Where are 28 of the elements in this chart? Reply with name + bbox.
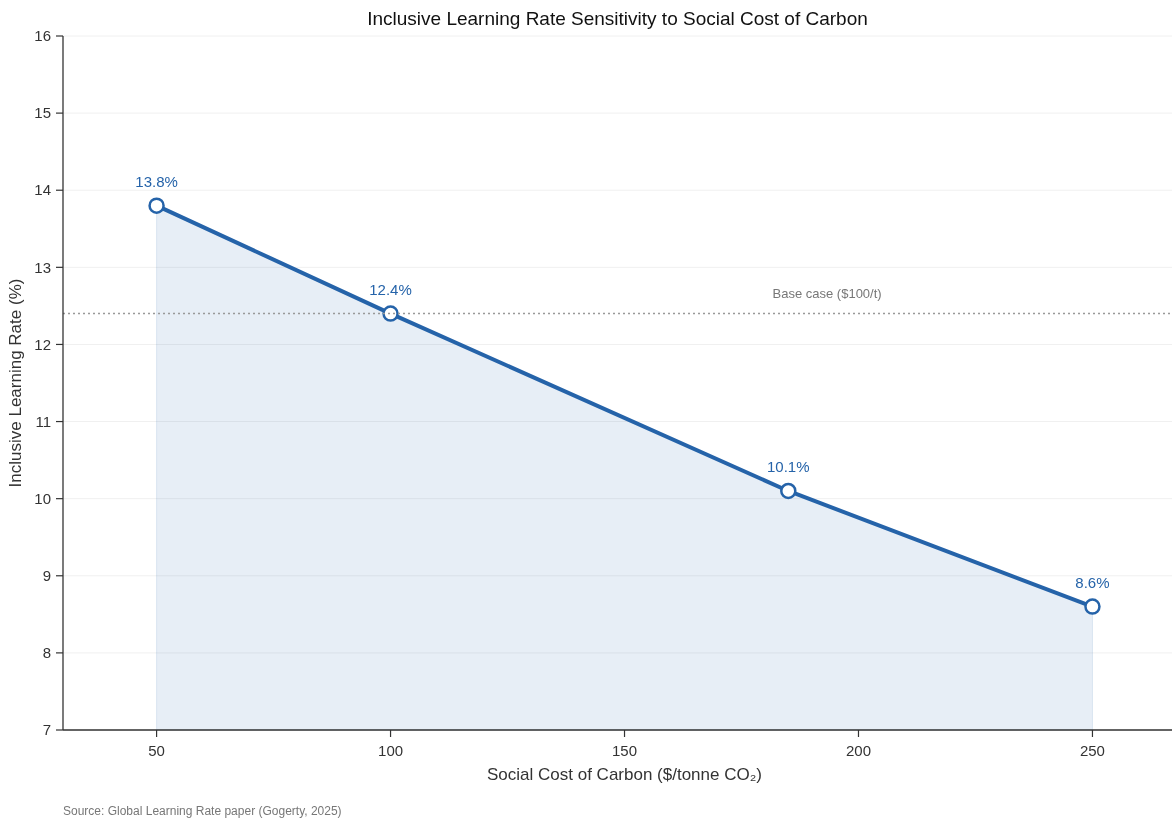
y-tick-label: 9 [42,567,51,585]
point [780,482,797,500]
data-label: 13.8% [135,172,178,190]
y-tick-label: 15 [34,104,51,122]
chart-title: Inclusive Learning Rate Sensitivity to Social Cost of Carbon [367,8,868,29]
data-label: 12.4% [369,280,412,298]
y-tick-label: 16 [34,27,51,45]
y-tick-label: 8 [42,644,51,662]
x-tick-label: 200 [845,742,871,759]
point [1084,598,1101,615]
y-tick-label: 12 [34,335,51,353]
y-tick-label: 7 [42,721,51,739]
x-tick-label: 50 [148,742,165,759]
y-tick-label: 14 [34,181,51,199]
x-tick-label: 250 [1079,742,1105,759]
x-tick-label: 100 [378,742,404,759]
y-tick-label: 10 [34,489,51,507]
point [148,197,165,214]
point [382,305,399,322]
y-tick-label: 13 [34,258,51,276]
data-label: 10.1% [767,457,810,475]
y-tick-label: 11 [35,412,51,430]
ref-line-label: Base case ($100/t) [772,285,882,301]
y-axis-title: Inclusive Learning Rate (%) [6,278,25,488]
data-label: 8.6% [1075,573,1110,591]
source-note: Source: Global Learning Rate paper (Gogerty, 2025) [63,804,342,818]
x-axis-title: Social Cost of Carbon ($/tonne CO₂) [487,765,762,784]
x-tick-label: 150 [612,742,638,759]
